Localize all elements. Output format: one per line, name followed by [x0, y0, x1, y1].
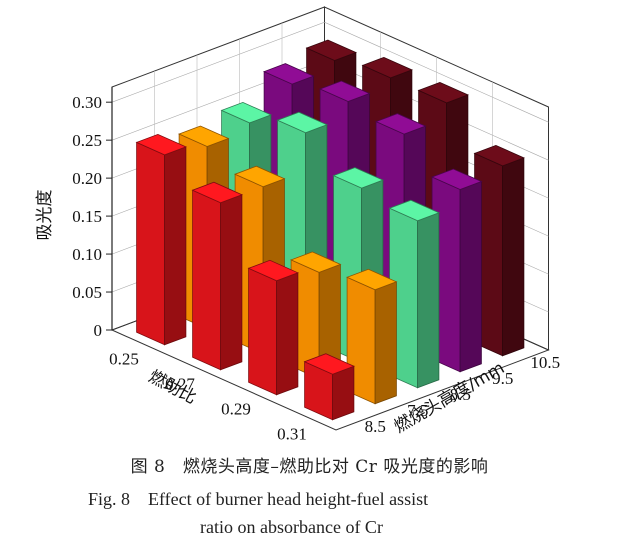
- figure-caption-english-line2: ratio on absorbance of Cr: [200, 517, 383, 537]
- bar-top-face: [417, 81, 469, 104]
- figure-caption-chinese: 图 8 燃烧头高度–燃助比对 Cr 吸光度的影响: [130, 457, 489, 477]
- bar-side-face: [502, 157, 525, 357]
- z-tick-label: 0.05: [72, 283, 102, 302]
- bar-0.25-8.5: [135, 133, 187, 346]
- bar-side-face: [332, 365, 355, 421]
- bar-0.27-8.5: [191, 181, 243, 371]
- bar-0.29-8.5: [247, 259, 299, 396]
- bar-top-face: [332, 167, 384, 189]
- bar-top-face: [375, 113, 427, 135]
- bar-side-face: [276, 272, 299, 396]
- bar-0.31-7.5: [346, 268, 398, 405]
- bar-top-face: [247, 259, 299, 282]
- bar-top-face: [135, 133, 187, 156]
- x-tick-label: 0.29: [221, 400, 251, 419]
- z-tick-label: 0: [94, 321, 103, 340]
- bar-side-face: [417, 212, 440, 389]
- y-tick-label: 8.5: [450, 385, 471, 404]
- bar-front-face: [248, 267, 278, 396]
- bar-0.31-10.5: [473, 144, 525, 357]
- x-tick-label: 0.31: [277, 425, 307, 444]
- chart-ticks: 0 0.05 0.10 0.15 0.20 0.25 0.30 0.25 0.27 0.29 0.3…: [72, 93, 560, 443]
- y-tick-label: 8.5: [365, 417, 386, 436]
- bar-side-face: [374, 281, 397, 405]
- z-tick-label: 0.25: [72, 131, 102, 150]
- bar-top-face: [191, 181, 243, 204]
- bar-top-face: [178, 125, 230, 147]
- bar-0.31-8.5: [303, 353, 355, 421]
- x-tick-label: 0.27: [165, 375, 195, 394]
- z-axis-title: 吸光度: [35, 190, 55, 241]
- x-tick-label: 0.25: [109, 350, 139, 369]
- bar-top-face: [431, 168, 483, 190]
- chart-3d-bar: 0 0.05 0.10 0.15 0.20 0.25 0.30 0.25 0.27 0.29 0.3…: [35, 6, 560, 444]
- bar-side-face: [459, 180, 482, 373]
- bar-top-face: [290, 251, 342, 273]
- x-axis-title: 燃助比: [145, 367, 199, 409]
- z-tick-label: 0.15: [72, 207, 102, 226]
- bar-0.31-9.5: [431, 168, 483, 373]
- y-tick-label: 7.5: [407, 401, 428, 420]
- bar-top-face: [220, 101, 272, 124]
- z-tick-label: 0.30: [72, 93, 102, 112]
- grid-line-z: [111, 21, 549, 123]
- z-tick-label: 0.20: [72, 169, 102, 188]
- figure-caption-english-line1: Fig. 8 Effect of burner head height-fuel…: [88, 489, 429, 509]
- bar-top-face: [361, 56, 413, 79]
- bar-top-face: [473, 144, 525, 167]
- bar-top-face: [319, 80, 371, 102]
- bar-top-face: [263, 63, 315, 85]
- bar-top-face: [303, 353, 355, 375]
- bar-top-face: [305, 39, 357, 61]
- bar-top-face: [388, 199, 440, 222]
- bar-0.31-8.5: [388, 199, 440, 389]
- bar-top-face: [276, 111, 328, 134]
- bar-side-face: [164, 146, 187, 346]
- y-tick-label: 9.5: [492, 369, 513, 388]
- bar-front-face: [192, 189, 222, 371]
- z-tick-label: 0.10: [72, 245, 102, 264]
- chart-bars: [135, 39, 525, 421]
- bar-top-face: [346, 268, 398, 291]
- bar-top-face: [234, 165, 286, 188]
- bar-side-face: [220, 194, 243, 371]
- y-tick-label: 10.5: [530, 353, 560, 372]
- bar-front-face: [136, 141, 166, 346]
